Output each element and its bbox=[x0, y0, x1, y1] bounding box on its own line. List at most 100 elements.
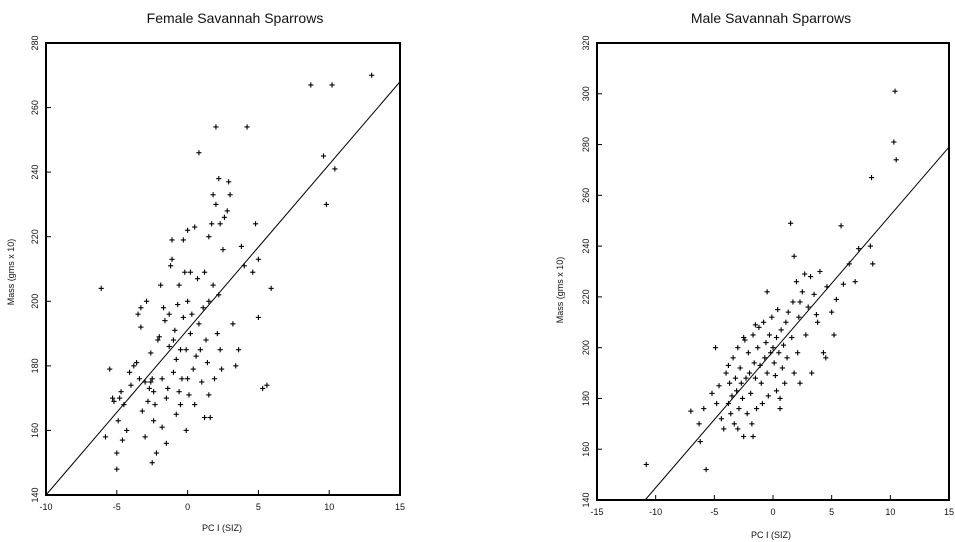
y-tick-label: 160 bbox=[30, 423, 40, 438]
data-point bbox=[833, 296, 839, 303]
data-point bbox=[784, 355, 790, 361]
data-point bbox=[114, 450, 120, 456]
data-point bbox=[817, 268, 823, 275]
x-tick-label: 5 bbox=[829, 507, 834, 517]
data-point bbox=[213, 201, 219, 208]
data-point bbox=[745, 350, 751, 356]
data-point bbox=[797, 380, 803, 386]
data-point bbox=[230, 321, 236, 327]
regression-line bbox=[644, 146, 950, 501]
data-point bbox=[183, 347, 189, 353]
x-tick-label: -5 bbox=[710, 507, 718, 517]
plot-frame bbox=[45, 42, 401, 496]
x-tick-label: -15 bbox=[590, 507, 603, 517]
data-point bbox=[761, 319, 767, 325]
data-point bbox=[891, 139, 897, 145]
data-point bbox=[799, 289, 805, 295]
data-point bbox=[268, 285, 274, 291]
data-point bbox=[776, 350, 782, 356]
data-point bbox=[117, 395, 123, 401]
data-point bbox=[148, 350, 154, 356]
y-tick-label: 140 bbox=[581, 492, 591, 507]
data-point bbox=[749, 421, 755, 427]
data-point bbox=[831, 332, 837, 338]
data-point bbox=[870, 261, 876, 267]
data-point bbox=[759, 400, 766, 407]
x-tick-label: -5 bbox=[113, 502, 121, 512]
data-point bbox=[217, 221, 223, 227]
data-point bbox=[114, 466, 120, 472]
data-point bbox=[196, 150, 202, 156]
data-point bbox=[169, 256, 175, 262]
data-point bbox=[238, 243, 245, 249]
data-point bbox=[643, 461, 649, 468]
data-point bbox=[777, 406, 783, 412]
data-point bbox=[732, 375, 739, 381]
x-tick-label: 15 bbox=[395, 502, 405, 512]
data-point bbox=[753, 406, 760, 412]
data-point bbox=[189, 311, 195, 317]
male-chart-panel: Male Savannah Sparrows PC I (SIZ) Mass (… bbox=[477, 0, 955, 542]
data-point bbox=[791, 370, 797, 376]
data-point bbox=[764, 370, 770, 376]
regression-line bbox=[45, 81, 401, 496]
data-point bbox=[160, 305, 167, 311]
data-point bbox=[766, 332, 773, 338]
data-point bbox=[139, 408, 145, 414]
x-axis-label: PC I (SIZ) bbox=[202, 523, 242, 533]
data-point bbox=[264, 382, 270, 388]
x-tick-label: -10 bbox=[39, 502, 52, 512]
data-point bbox=[162, 318, 168, 324]
data-point bbox=[734, 388, 740, 394]
data-point bbox=[143, 298, 150, 304]
data-point bbox=[308, 82, 314, 88]
data-point bbox=[723, 370, 729, 376]
data-point bbox=[735, 426, 741, 432]
data-point bbox=[892, 88, 898, 94]
data-point bbox=[737, 365, 743, 371]
data-point bbox=[758, 380, 764, 386]
data-point bbox=[743, 375, 749, 381]
data-point bbox=[173, 356, 179, 362]
data-point bbox=[769, 314, 775, 320]
data-point bbox=[775, 306, 781, 313]
data-point bbox=[332, 166, 338, 172]
data-point bbox=[216, 176, 222, 182]
data-point bbox=[697, 439, 703, 445]
data-point bbox=[166, 343, 172, 350]
data-point bbox=[170, 369, 177, 375]
data-point bbox=[780, 342, 787, 348]
data-point bbox=[757, 362, 763, 369]
data-point bbox=[187, 269, 194, 275]
data-point bbox=[207, 414, 213, 421]
data-point bbox=[151, 389, 157, 395]
data-point bbox=[701, 406, 707, 412]
plot-frame bbox=[596, 42, 950, 501]
data-point bbox=[169, 237, 175, 243]
data-point bbox=[252, 221, 259, 227]
data-point bbox=[196, 321, 202, 327]
data-point bbox=[840, 281, 846, 287]
data-point bbox=[772, 372, 778, 379]
data-point bbox=[118, 389, 124, 395]
y-tick-label: 200 bbox=[581, 340, 591, 355]
data-point bbox=[725, 400, 732, 407]
data-point bbox=[204, 360, 211, 366]
data-point bbox=[173, 411, 179, 417]
data-point bbox=[179, 376, 185, 382]
data-point bbox=[152, 402, 158, 408]
x-tick-label: 15 bbox=[944, 507, 954, 517]
data-point bbox=[714, 400, 720, 407]
data-point bbox=[807, 273, 814, 280]
data-point bbox=[323, 201, 329, 208]
x-tick-label: 0 bbox=[770, 507, 775, 517]
data-point bbox=[741, 334, 747, 341]
data-point bbox=[176, 389, 182, 395]
data-point bbox=[159, 376, 165, 382]
data-point bbox=[185, 227, 191, 233]
data-point bbox=[210, 192, 216, 198]
data-point bbox=[823, 355, 829, 361]
data-point bbox=[176, 282, 182, 288]
y-tick-label: 240 bbox=[581, 239, 591, 254]
data-point bbox=[778, 327, 784, 333]
